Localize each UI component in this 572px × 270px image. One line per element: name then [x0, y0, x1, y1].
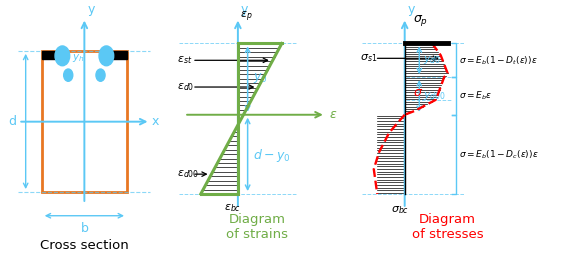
Text: $y_{d0}$: $y_{d0}$	[423, 54, 441, 66]
Text: $y_h$: $y_h$	[72, 52, 85, 64]
Text: Diagram
of stresses: Diagram of stresses	[412, 214, 483, 241]
Text: $\sigma_p$: $\sigma_p$	[412, 13, 428, 28]
Text: Cross section: Cross section	[40, 239, 129, 252]
Text: $\varepsilon_{bc}$: $\varepsilon_{bc}$	[224, 202, 241, 214]
Circle shape	[96, 69, 105, 81]
Text: b: b	[81, 222, 88, 235]
Text: $y_{d00}$: $y_{d00}$	[423, 90, 446, 102]
Text: y: y	[88, 3, 95, 16]
Text: $\varepsilon_{d00}$: $\varepsilon_{d00}$	[177, 168, 200, 180]
Text: Diagram
of strains: Diagram of strains	[227, 214, 288, 241]
Circle shape	[63, 69, 73, 81]
Text: $y_0$: $y_0$	[252, 71, 267, 85]
Text: $\sigma$: $\sigma$	[413, 86, 423, 99]
Text: $d-y_0$: $d-y_0$	[252, 147, 290, 164]
Circle shape	[99, 46, 114, 66]
Text: $\sigma = E_b(1-D_c(\varepsilon))\varepsilon$: $\sigma = E_b(1-D_c(\varepsilon))\vareps…	[459, 148, 538, 161]
Text: x: x	[152, 115, 159, 128]
Text: $\sigma = E_b(1-D_t(\varepsilon))\varepsilon$: $\sigma = E_b(1-D_t(\varepsilon))\vareps…	[459, 54, 537, 66]
Bar	[42, 51, 57, 59]
Text: $\sigma = E_b\varepsilon$: $\sigma = E_b\varepsilon$	[459, 90, 492, 102]
Text: d: d	[9, 115, 17, 128]
Text: $\sigma_{s1}$: $\sigma_{s1}$	[360, 52, 378, 64]
Text: $\varepsilon$: $\varepsilon$	[329, 108, 337, 121]
Text: y: y	[241, 3, 248, 16]
Text: y: y	[407, 3, 415, 16]
Text: $\varepsilon_p$: $\varepsilon_p$	[240, 9, 252, 24]
Text: $\varepsilon_{st}$: $\varepsilon_{st}$	[177, 54, 193, 66]
Text: $\varepsilon_{d0}$: $\varepsilon_{d0}$	[177, 81, 194, 93]
Text: $\sigma_{bc}$: $\sigma_{bc}$	[391, 204, 410, 216]
Bar	[112, 51, 127, 59]
Circle shape	[55, 46, 70, 66]
